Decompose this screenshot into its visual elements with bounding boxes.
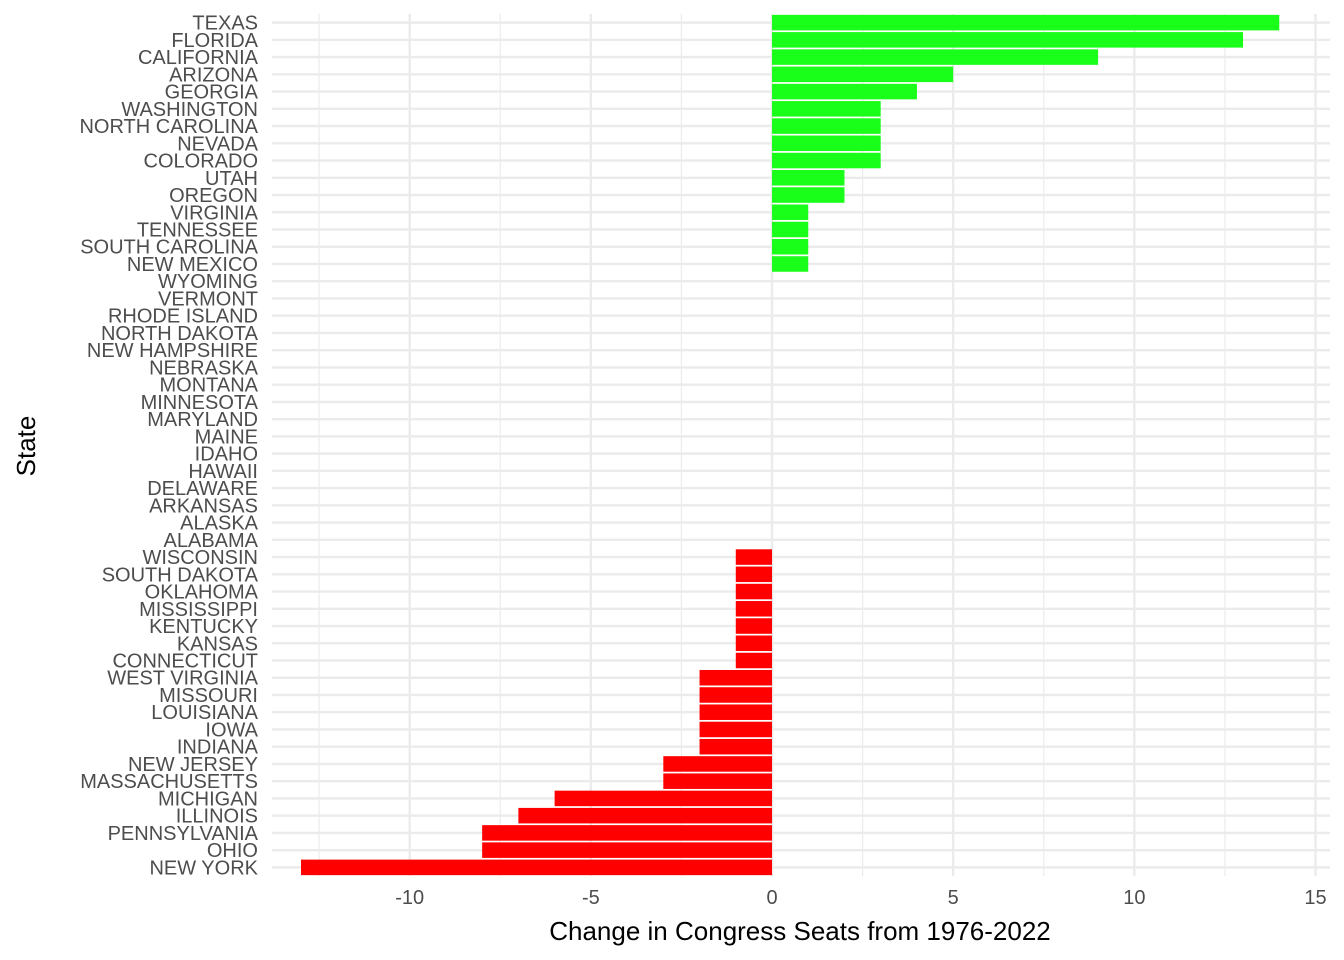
y-tick-label: WEST VIRGINIA bbox=[107, 668, 258, 690]
bar-louisiana bbox=[699, 704, 773, 720]
y-tick-label: NEBRASKA bbox=[149, 357, 259, 379]
y-tick-label: COLORADO bbox=[144, 151, 258, 173]
bar-south-dakota bbox=[735, 566, 773, 583]
bar-massachusetts bbox=[663, 773, 773, 789]
bar-colorado bbox=[772, 152, 881, 169]
y-tick-label: ILLINOIS bbox=[176, 806, 258, 828]
y-tick-label: NEW MEXICO bbox=[127, 254, 258, 276]
x-tick-labels: -10 -5 0 5 10 15 bbox=[395, 887, 1326, 909]
bar-wisconsin bbox=[735, 549, 773, 565]
bar-nevada bbox=[772, 135, 881, 152]
bar-tennessee bbox=[772, 221, 809, 238]
y-tick-label: UTAH bbox=[205, 168, 258, 190]
bar-north-carolina bbox=[772, 118, 881, 134]
bar-oregon bbox=[772, 187, 845, 203]
y-tick-label: ALABAMA bbox=[164, 530, 259, 552]
y-tick-label: MARYLAND bbox=[147, 409, 258, 431]
y-tick-label: OKLAHOMA bbox=[145, 582, 259, 604]
y-tick-label: RHODE ISLAND bbox=[108, 306, 258, 328]
bar-mississippi bbox=[735, 601, 773, 617]
y-tick-label: KANSAS bbox=[177, 633, 258, 655]
y-tick-labels: TEXASFLORIDACALIFORNIAARIZONAGEORGIAWASH… bbox=[79, 13, 258, 880]
y-tick-label: IOWA bbox=[205, 719, 258, 741]
x-axis-title: Change in Congress Seats from 1976-2022 bbox=[549, 916, 1051, 946]
y-axis-title: State bbox=[11, 416, 41, 477]
y-tick-label: KENTUCKY bbox=[149, 616, 258, 638]
y-tick-label: NEW YORK bbox=[149, 857, 258, 879]
y-tick-label: MICHIGAN bbox=[158, 788, 258, 810]
y-tick-label: INDIANA bbox=[177, 737, 259, 759]
y-tick-label: PENNSYLVANIA bbox=[108, 823, 259, 845]
bar-missouri bbox=[699, 687, 773, 703]
bar-oklahoma bbox=[735, 583, 773, 600]
bar-florida bbox=[772, 32, 1244, 48]
y-tick-label: OREGON bbox=[169, 185, 258, 207]
bar-georgia bbox=[772, 83, 917, 100]
y-tick-label: ALASKA bbox=[180, 513, 258, 535]
bar-virginia bbox=[772, 204, 809, 221]
y-tick-label: MINNESOTA bbox=[141, 392, 259, 414]
bar-west-virginia bbox=[699, 669, 773, 686]
y-tick-label: WYOMING bbox=[158, 271, 258, 293]
y-tick-label: TENNESSEE bbox=[137, 220, 258, 242]
y-tick-label: MASSACHUSETTS bbox=[80, 771, 258, 793]
x-tick-label: -5 bbox=[582, 887, 600, 909]
y-tick-label: VERMONT bbox=[158, 288, 258, 310]
bar-illinois bbox=[518, 807, 773, 824]
x-tick-label: -10 bbox=[395, 887, 424, 909]
bar-layer bbox=[300, 14, 1280, 876]
y-tick-label: FLORIDA bbox=[171, 30, 258, 52]
y-tick-label: DELAWARE bbox=[147, 478, 258, 500]
bar-indiana bbox=[699, 738, 773, 755]
y-tick-label: MAINE bbox=[195, 426, 258, 448]
y-tick-label: GEORGIA bbox=[165, 82, 259, 104]
bar-utah bbox=[772, 170, 845, 186]
x-tick-label: 10 bbox=[1123, 887, 1145, 909]
bar-arizona bbox=[772, 66, 954, 83]
y-tick-label: LOUISIANA bbox=[151, 702, 258, 724]
y-tick-label: IDAHO bbox=[195, 444, 258, 466]
y-tick-label: NORTH CAROLINA bbox=[79, 116, 258, 138]
y-tick-label: OHIO bbox=[207, 840, 258, 862]
y-tick-label: NEW HAMPSHIRE bbox=[87, 340, 258, 362]
bar-connecticut bbox=[735, 652, 773, 669]
y-tick-label: NORTH DAKOTA bbox=[101, 323, 259, 345]
y-tick-label: HAWAII bbox=[188, 461, 258, 483]
bar-texas bbox=[772, 14, 1280, 31]
y-tick-label: ARKANSAS bbox=[149, 495, 258, 517]
y-tick-label: VIRGINIA bbox=[170, 202, 258, 224]
bar-new-mexico bbox=[772, 256, 809, 272]
x-tick-label: 5 bbox=[948, 887, 959, 909]
bar-new-jersey bbox=[663, 756, 773, 772]
bar-california bbox=[772, 49, 1099, 65]
y-tick-label: SOUTH CAROLINA bbox=[80, 237, 258, 259]
y-tick-label: TEXAS bbox=[192, 13, 258, 35]
y-tick-label: SOUTH DAKOTA bbox=[102, 564, 259, 586]
y-tick-label: WASHINGTON bbox=[121, 99, 258, 121]
y-tick-label: MISSOURI bbox=[159, 685, 258, 707]
y-tick-label: MISSISSIPPI bbox=[139, 599, 258, 621]
bar-ohio bbox=[482, 842, 773, 858]
y-tick-label: WISCONSIN bbox=[142, 547, 258, 569]
x-tick-label: 0 bbox=[766, 887, 777, 909]
y-tick-label: CALIFORNIA bbox=[138, 47, 259, 69]
bar-kansas bbox=[735, 635, 773, 652]
bar-kentucky bbox=[735, 618, 773, 634]
y-tick-label: NEVADA bbox=[177, 133, 258, 155]
bar-washington bbox=[772, 101, 881, 117]
x-tick-label: 15 bbox=[1304, 887, 1326, 909]
bar-iowa bbox=[699, 721, 773, 738]
y-tick-label: NEW JERSEY bbox=[128, 754, 258, 776]
bar-pennsylvania bbox=[482, 825, 773, 841]
y-tick-label: CONNECTICUT bbox=[112, 651, 258, 673]
bar-michigan bbox=[554, 790, 773, 807]
bar-new-york bbox=[300, 859, 773, 876]
y-tick-label: MONTANA bbox=[159, 375, 258, 397]
bar-south-carolina bbox=[772, 238, 809, 255]
y-tick-label: ARIZONA bbox=[169, 64, 259, 86]
